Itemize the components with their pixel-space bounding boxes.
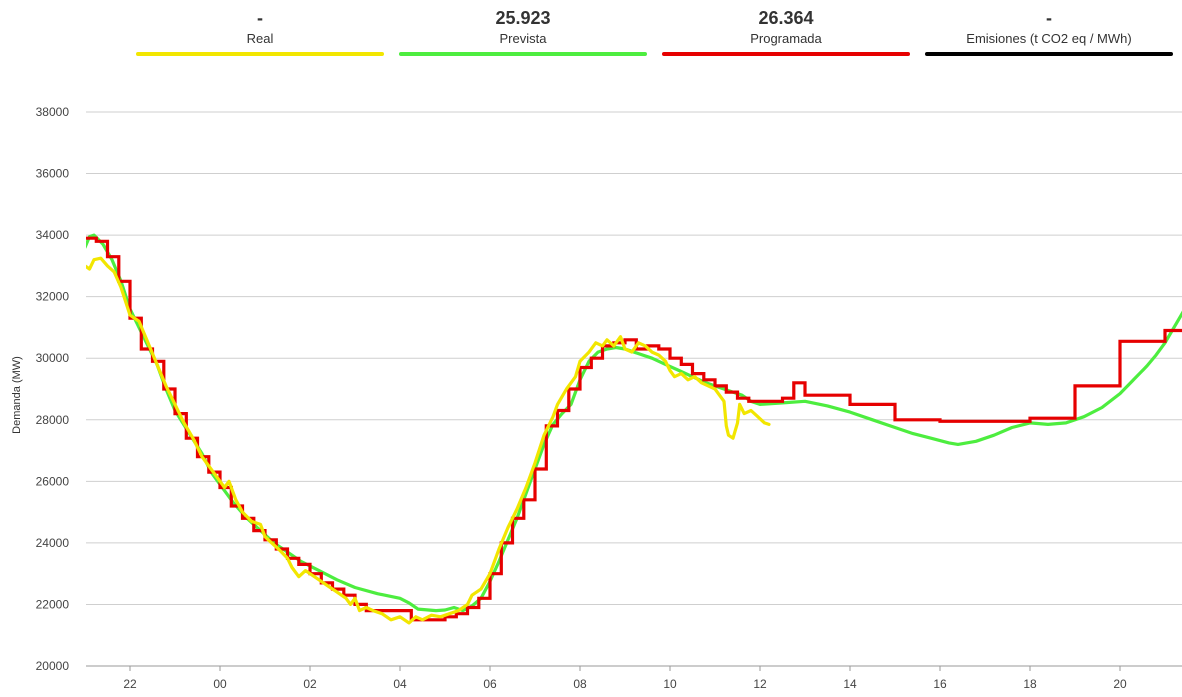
y-tick-label: 26000	[36, 474, 70, 488]
x-tick-label: 16	[933, 677, 947, 691]
x-tick-label: 14	[843, 677, 857, 691]
y-tick-label: 24000	[36, 536, 70, 550]
x-tick-label: 12	[753, 677, 767, 691]
y-tick-label: 36000	[36, 167, 70, 181]
x-tick-label: 18	[1023, 677, 1037, 691]
x-tick-label: 20	[1113, 677, 1127, 691]
legend-value-emisiones: -	[1046, 8, 1052, 28]
x-axis-ticks: 22 00 02 04 06 08 10 12 14 16 18 20	[86, 665, 1182, 691]
legend-label-real: Real	[246, 31, 274, 46]
legend-value-real: -	[257, 8, 263, 28]
y-tick-label: 32000	[36, 290, 70, 304]
y-tick-label: 38000	[36, 105, 70, 119]
legend-bar-prevista	[399, 52, 647, 56]
series-lines	[86, 233, 1182, 625]
x-tick-label: 00	[213, 677, 227, 691]
legend-value-programada: 26.364	[758, 8, 814, 28]
legend-item-programada[interactable]: 26.364 Programada	[662, 6, 910, 56]
legend-item-emisiones[interactable]: - Emisiones (t CO2 eq / MWh)	[925, 6, 1173, 56]
series-line-programada	[86, 236, 1182, 622]
legend-item-real[interactable]: - Real	[136, 6, 384, 56]
legend-bar-programada	[662, 52, 910, 56]
legend-bar-emisiones	[925, 52, 1173, 56]
series-line-real	[86, 256, 771, 625]
y-tick-label: 28000	[36, 413, 70, 427]
legend: - Real 25.923 Prevista 26.364 Programada…	[0, 0, 1182, 60]
legend-label-emisiones: Emisiones (t CO2 eq / MWh)	[966, 31, 1132, 46]
series-line-prevista	[86, 233, 1182, 613]
x-tick-label: 10	[663, 677, 677, 691]
y-axis-title: Demanda (MW)	[11, 356, 23, 434]
x-tick-label: 06	[483, 677, 497, 691]
legend-label-programada: Programada	[750, 31, 822, 46]
y-axis-ticks: 20000 22000 24000 26000 28000 30000 32000 34000…	[36, 105, 70, 673]
y-tick-label: 20000	[36, 659, 70, 673]
legend-bar-real	[136, 52, 384, 56]
y-tick-label: 22000	[36, 597, 70, 611]
grid-lines	[86, 111, 1182, 667]
x-tick-label: 02	[303, 677, 317, 691]
legend-label-prevista: Prevista	[499, 31, 547, 46]
x-tick-label: 04	[393, 677, 407, 691]
x-tick-label: 08	[573, 677, 587, 691]
legend-value-prevista: 25.923	[495, 8, 551, 28]
y-tick-label: 30000	[36, 351, 70, 365]
y-tick-label: 34000	[36, 228, 70, 242]
x-tick-label: 22	[123, 677, 137, 691]
legend-item-prevista[interactable]: 25.923 Prevista	[399, 6, 647, 56]
